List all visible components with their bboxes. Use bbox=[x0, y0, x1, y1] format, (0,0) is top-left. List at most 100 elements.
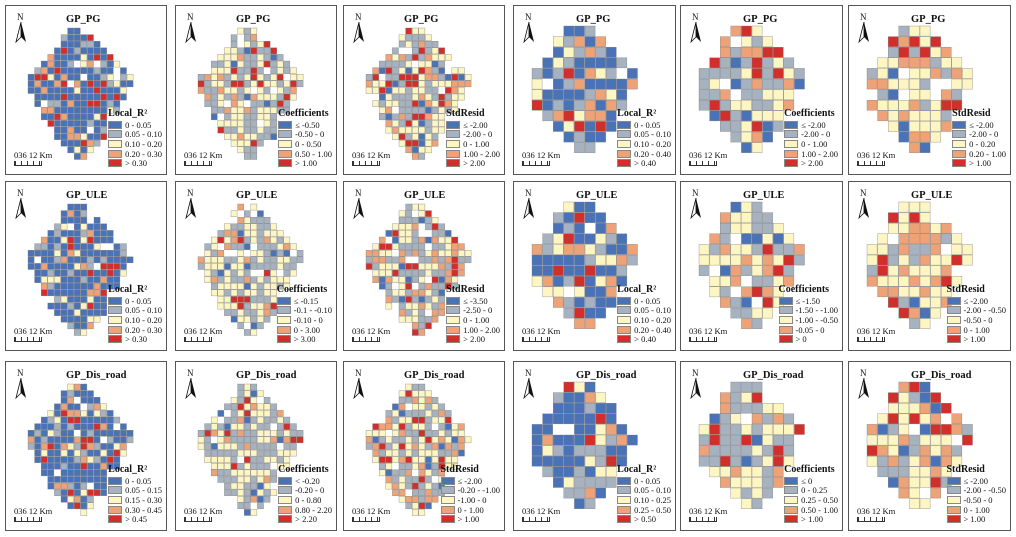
map-cell bbox=[431, 489, 439, 496]
map-cell bbox=[277, 423, 284, 430]
map-cell bbox=[709, 276, 720, 287]
map-cell bbox=[930, 456, 941, 467]
map-cell bbox=[211, 256, 218, 264]
map-cell bbox=[120, 449, 127, 457]
map-cell bbox=[74, 41, 81, 48]
map-cell bbox=[224, 113, 231, 121]
map-cell bbox=[60, 87, 68, 94]
map-cell bbox=[563, 254, 575, 266]
map-cell bbox=[941, 68, 952, 79]
legend-item: ≤ -2.00 bbox=[440, 476, 501, 486]
map-cell bbox=[270, 489, 277, 496]
map-cell bbox=[962, 244, 973, 255]
map-cell bbox=[405, 463, 412, 470]
legend-item: ≤ -0.50 bbox=[278, 120, 332, 130]
map-cell bbox=[113, 436, 121, 444]
map-cell bbox=[211, 100, 218, 107]
map-cell bbox=[909, 100, 920, 111]
map-cell bbox=[277, 283, 284, 290]
map-cell bbox=[762, 286, 773, 298]
legend-swatch bbox=[446, 325, 461, 334]
map-cell bbox=[574, 466, 585, 478]
map-cell bbox=[257, 74, 264, 81]
legend-swatch bbox=[617, 505, 632, 514]
map-cell bbox=[951, 424, 963, 435]
map-cell bbox=[418, 210, 426, 217]
map-cell bbox=[100, 309, 107, 316]
map-cell bbox=[34, 443, 41, 450]
map-cell bbox=[296, 256, 304, 264]
map-cell bbox=[80, 502, 88, 510]
map-cell bbox=[438, 289, 445, 297]
legend-item: 0.10 - 0.20 bbox=[617, 139, 671, 149]
legend-item: ≤ -2.00 bbox=[946, 476, 1007, 486]
map-cell bbox=[41, 469, 48, 477]
map-cell bbox=[730, 297, 742, 308]
scale-ticks bbox=[184, 161, 212, 166]
map-cell bbox=[431, 309, 439, 316]
map-cell bbox=[741, 286, 752, 298]
map-cell bbox=[47, 449, 55, 457]
map-cell bbox=[425, 436, 432, 444]
north-arrow-icon bbox=[185, 22, 196, 44]
map-cell bbox=[741, 223, 752, 234]
map-cell bbox=[263, 54, 271, 61]
map-cell bbox=[257, 289, 264, 297]
legend-label: ≤ -2.00 bbox=[963, 295, 989, 306]
map-cell bbox=[93, 223, 101, 231]
map-cell bbox=[542, 276, 553, 287]
map-cell bbox=[74, 223, 81, 231]
map-cell bbox=[398, 133, 406, 140]
map-cell bbox=[445, 87, 452, 94]
map-cell bbox=[438, 93, 445, 101]
map-cell bbox=[762, 466, 773, 478]
map-cell bbox=[438, 283, 445, 290]
map-cell bbox=[438, 403, 445, 411]
map-cell bbox=[405, 250, 412, 257]
map-cell bbox=[574, 201, 585, 213]
map-cell bbox=[919, 265, 931, 276]
map-cell bbox=[595, 413, 606, 425]
map-cell bbox=[54, 60, 61, 68]
map-cell bbox=[425, 456, 432, 463]
map-cell bbox=[250, 309, 258, 316]
map-cell bbox=[230, 436, 238, 444]
map-cell bbox=[438, 126, 445, 134]
legend-label: > 1.00 bbox=[457, 514, 480, 525]
map-cell bbox=[698, 78, 710, 90]
map-cell bbox=[237, 322, 244, 330]
map-cell bbox=[263, 74, 271, 81]
map-cell bbox=[563, 477, 575, 488]
legend-swatch bbox=[946, 496, 961, 505]
map-cell bbox=[425, 54, 432, 61]
legend: Local_R² 0 - 0.05 0.05 - 0.15 0.15 - 0.30 0.… bbox=[108, 465, 162, 524]
map-cell bbox=[277, 60, 284, 68]
map-cell bbox=[919, 142, 931, 153]
map-cell bbox=[762, 445, 773, 456]
map-cell bbox=[80, 47, 88, 55]
map-cell bbox=[783, 276, 795, 287]
map-cell bbox=[458, 269, 465, 277]
map-cell bbox=[93, 443, 101, 450]
map-cell bbox=[67, 243, 74, 250]
map-cell bbox=[379, 430, 386, 437]
map-cell bbox=[270, 410, 277, 417]
map-cell bbox=[412, 107, 419, 114]
map-cell bbox=[67, 276, 74, 283]
map-cell bbox=[720, 403, 731, 414]
map-cell bbox=[616, 254, 628, 266]
map-cell bbox=[412, 476, 419, 483]
map-cell bbox=[606, 276, 617, 287]
map-cell bbox=[919, 276, 931, 287]
legend-swatch bbox=[946, 486, 961, 495]
map-cell bbox=[762, 434, 773, 446]
map-cell bbox=[217, 93, 225, 101]
map-cell bbox=[263, 230, 271, 237]
map-cell bbox=[425, 210, 432, 217]
map-cell bbox=[244, 230, 251, 237]
legend-item: ≤ -2.00 bbox=[952, 120, 1006, 130]
map-cell bbox=[204, 456, 211, 463]
